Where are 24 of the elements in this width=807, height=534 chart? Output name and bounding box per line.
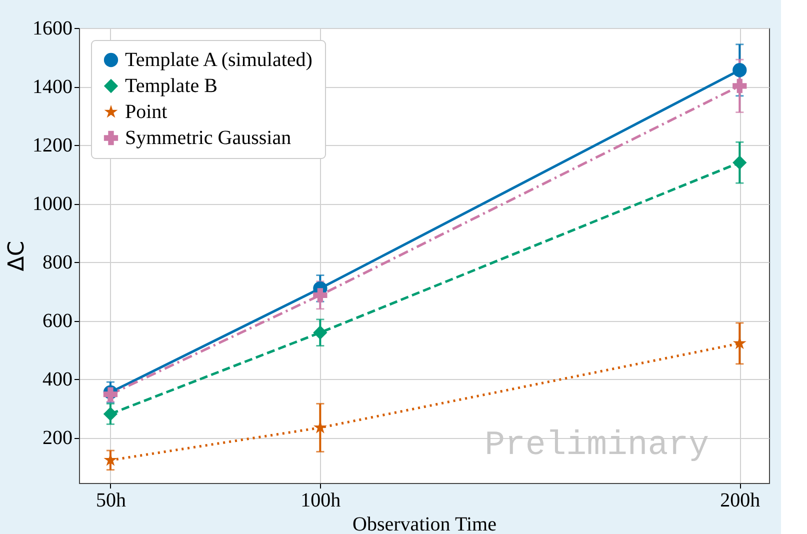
point — [104, 453, 118, 466]
y-tick-label: 200 — [42, 427, 72, 450]
point — [732, 63, 747, 78]
x-axis-title: Observation Time — [352, 514, 497, 534]
y-tick-label: 400 — [42, 368, 72, 391]
legend-label: Point — [125, 101, 168, 123]
point — [313, 288, 328, 302]
point — [732, 156, 747, 170]
legend-label: Symmetric Gaussian — [125, 127, 292, 149]
x-tick-label: 200h — [720, 490, 760, 512]
y-tick-label: 1000 — [32, 193, 72, 216]
legend-label: Template A (simulated) — [125, 49, 312, 71]
y-tick-label: 600 — [42, 310, 72, 332]
point — [732, 78, 747, 94]
legend-label: Template B — [125, 75, 218, 97]
x-tick-label: 100h — [300, 490, 341, 512]
y-tick-label: 1200 — [32, 134, 72, 157]
point — [313, 326, 328, 340]
y-tick-label: 1600 — [32, 18, 72, 40]
y-axis-title: ΔC — [4, 240, 30, 272]
y-tick-label: 1400 — [32, 76, 72, 98]
x-tick-label: 50h — [96, 490, 126, 512]
y-tick-label: 800 — [42, 252, 72, 274]
point — [103, 406, 118, 422]
